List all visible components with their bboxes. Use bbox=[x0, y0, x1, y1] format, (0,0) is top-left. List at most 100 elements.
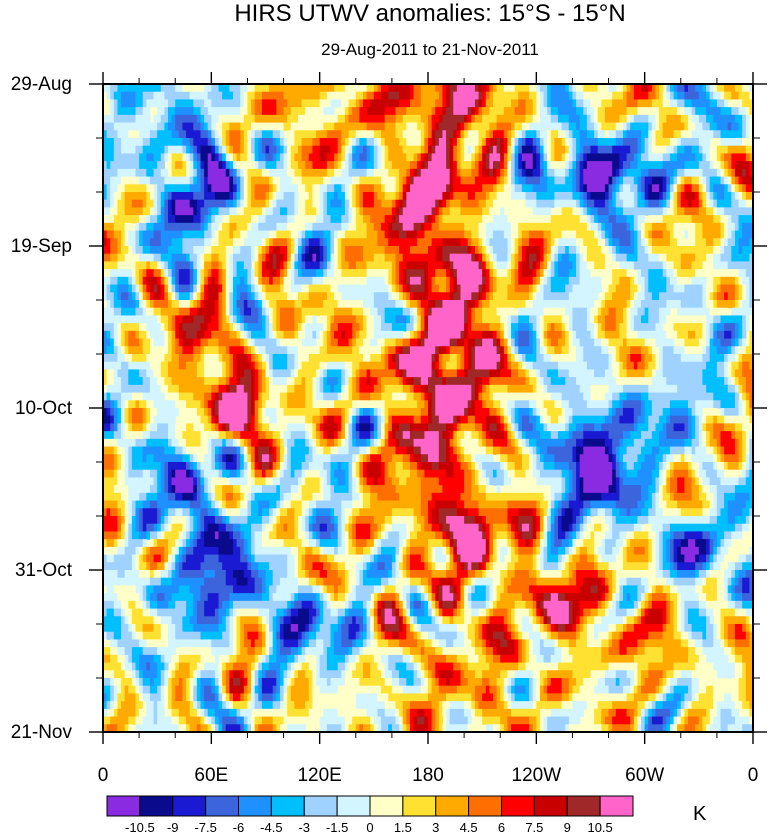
field-cell bbox=[251, 130, 256, 139]
field-cell bbox=[558, 99, 563, 108]
field-cell bbox=[724, 284, 729, 293]
field-cell bbox=[409, 192, 415, 201]
field-cell bbox=[251, 222, 256, 232]
field-cell bbox=[265, 122, 270, 131]
field-cell bbox=[615, 99, 620, 108]
field-cell bbox=[619, 192, 624, 201]
field-cell bbox=[276, 192, 281, 201]
field-cell bbox=[384, 246, 389, 255]
field-cell bbox=[106, 207, 111, 216]
field-cell bbox=[359, 215, 364, 224]
field-cell bbox=[579, 84, 584, 93]
field-cell bbox=[417, 145, 422, 155]
field-cell bbox=[597, 161, 602, 170]
field-cell bbox=[330, 99, 335, 108]
field-cell bbox=[294, 207, 299, 216]
field-cell bbox=[525, 84, 530, 93]
field-cell bbox=[142, 222, 147, 232]
field-cell bbox=[168, 184, 173, 193]
field-cell bbox=[341, 230, 346, 239]
field-cell bbox=[644, 168, 649, 178]
field-cell bbox=[316, 138, 321, 147]
field-cell bbox=[576, 161, 581, 170]
field-cell bbox=[175, 276, 180, 286]
field-cell bbox=[514, 192, 519, 201]
field-cell bbox=[413, 230, 418, 239]
field-cell bbox=[233, 276, 238, 286]
field-cell bbox=[568, 138, 574, 147]
field-cell bbox=[139, 122, 144, 131]
field-cell bbox=[464, 138, 469, 147]
field-cell bbox=[648, 246, 653, 255]
field-cell bbox=[265, 207, 270, 216]
field-cell bbox=[146, 238, 151, 247]
field-cell bbox=[225, 168, 230, 178]
field-cell bbox=[489, 130, 494, 139]
field-cell bbox=[485, 238, 490, 247]
field-cell bbox=[373, 184, 379, 193]
field-cell bbox=[485, 145, 490, 155]
field-cell bbox=[373, 215, 379, 224]
field-cell bbox=[316, 176, 321, 185]
field-cell bbox=[594, 238, 599, 247]
field-cell bbox=[290, 284, 295, 293]
field-cell bbox=[688, 176, 693, 185]
field-cell bbox=[550, 269, 555, 278]
field-cell bbox=[738, 99, 743, 108]
field-cell bbox=[417, 107, 422, 116]
field-cell bbox=[110, 292, 115, 301]
field-cell bbox=[417, 246, 422, 255]
field-cell bbox=[558, 238, 563, 247]
field-cell bbox=[644, 261, 649, 270]
field-cell bbox=[637, 91, 642, 101]
field-cell bbox=[597, 168, 602, 178]
field-cell bbox=[659, 145, 664, 155]
field-cell bbox=[612, 230, 617, 239]
field-cell bbox=[218, 292, 223, 301]
field-cell bbox=[298, 261, 303, 270]
field-cell bbox=[659, 153, 664, 162]
field-cell bbox=[135, 145, 140, 155]
field-cell bbox=[142, 230, 147, 239]
field-cell bbox=[727, 107, 732, 116]
field-cell bbox=[135, 176, 140, 185]
field-cell bbox=[218, 145, 223, 155]
field-cell bbox=[214, 276, 220, 286]
field-cell bbox=[128, 284, 133, 293]
field-cell bbox=[149, 176, 155, 185]
field-cell bbox=[442, 269, 447, 278]
field-cell bbox=[196, 238, 202, 247]
field-cell bbox=[236, 284, 241, 293]
field-cell bbox=[659, 107, 664, 116]
field-cell bbox=[576, 292, 581, 301]
field-cell bbox=[695, 192, 700, 201]
field-cell bbox=[272, 161, 277, 170]
field-cell bbox=[503, 199, 509, 209]
field-cell bbox=[391, 238, 397, 247]
field-cell bbox=[117, 99, 122, 108]
field-cell bbox=[684, 238, 689, 247]
field-cell bbox=[312, 153, 317, 162]
field-cell bbox=[572, 114, 577, 124]
field-cell bbox=[113, 184, 119, 193]
field-cell bbox=[131, 153, 137, 162]
field-cell bbox=[308, 246, 314, 255]
field-cell bbox=[644, 176, 649, 185]
field-cell bbox=[709, 230, 714, 239]
field-cell bbox=[529, 261, 534, 270]
field-cell bbox=[550, 253, 555, 263]
field-cell bbox=[500, 91, 505, 101]
field-cell bbox=[312, 91, 317, 101]
field-cell bbox=[680, 246, 685, 255]
field-cell bbox=[565, 99, 570, 108]
field-cell bbox=[518, 114, 523, 124]
field-cell bbox=[626, 253, 631, 263]
field-cell bbox=[568, 184, 574, 193]
field-cell bbox=[316, 199, 321, 209]
field-cell bbox=[341, 99, 346, 108]
field-cell bbox=[363, 192, 368, 201]
field-cell bbox=[691, 122, 696, 131]
field-cell bbox=[424, 107, 429, 116]
field-cell bbox=[539, 130, 545, 139]
field-cell bbox=[381, 138, 386, 147]
